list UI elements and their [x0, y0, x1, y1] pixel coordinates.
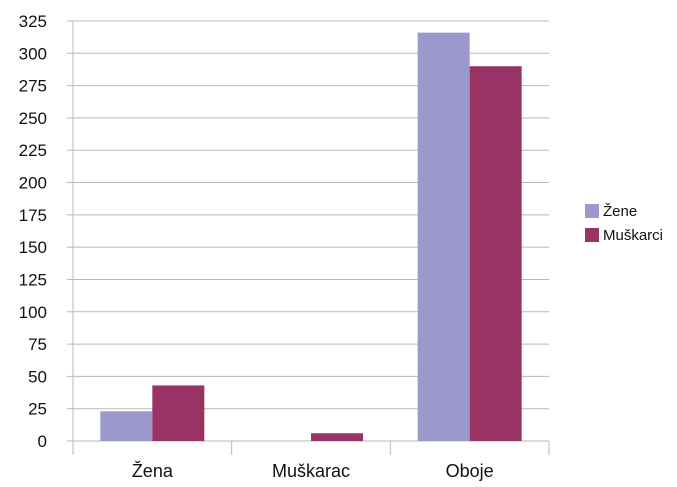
y-tick-label: 150	[19, 238, 47, 257]
y-tick-label: 225	[19, 141, 47, 160]
y-tick-label: 200	[19, 174, 47, 193]
y-tick-label: 100	[19, 303, 47, 322]
y-tick-label: 175	[19, 206, 47, 225]
bar	[152, 385, 205, 441]
tick-labels: 0 25 50 75 100 125 150 175 200 225 250 275 300 325 Žen…	[19, 12, 494, 481]
y-tick-label: 300	[19, 44, 47, 63]
legend-label: Žene	[603, 203, 637, 220]
bars	[100, 32, 522, 441]
y-tick-label: 25	[28, 400, 47, 419]
y-tick-label: 250	[19, 109, 47, 128]
y-tick-label: 0	[38, 432, 47, 451]
x-category-label: Žena	[132, 461, 174, 481]
x-category-label: Oboje	[446, 461, 494, 481]
y-tick-label: 50	[28, 367, 47, 386]
y-tick-label: 275	[19, 77, 47, 96]
legend-label: Muškarci	[603, 227, 663, 244]
x-category-label: Muškarac	[272, 461, 350, 481]
bar	[417, 32, 470, 441]
bar	[469, 66, 522, 441]
legend-swatch	[585, 204, 599, 218]
legend: Žene Muškarci	[585, 203, 663, 244]
y-tick-label: 75	[28, 335, 47, 354]
bar	[311, 433, 363, 441]
y-tick-label: 125	[19, 270, 47, 289]
bar	[100, 411, 153, 441]
legend-swatch	[585, 228, 599, 242]
y-tick-label: 325	[19, 12, 47, 31]
